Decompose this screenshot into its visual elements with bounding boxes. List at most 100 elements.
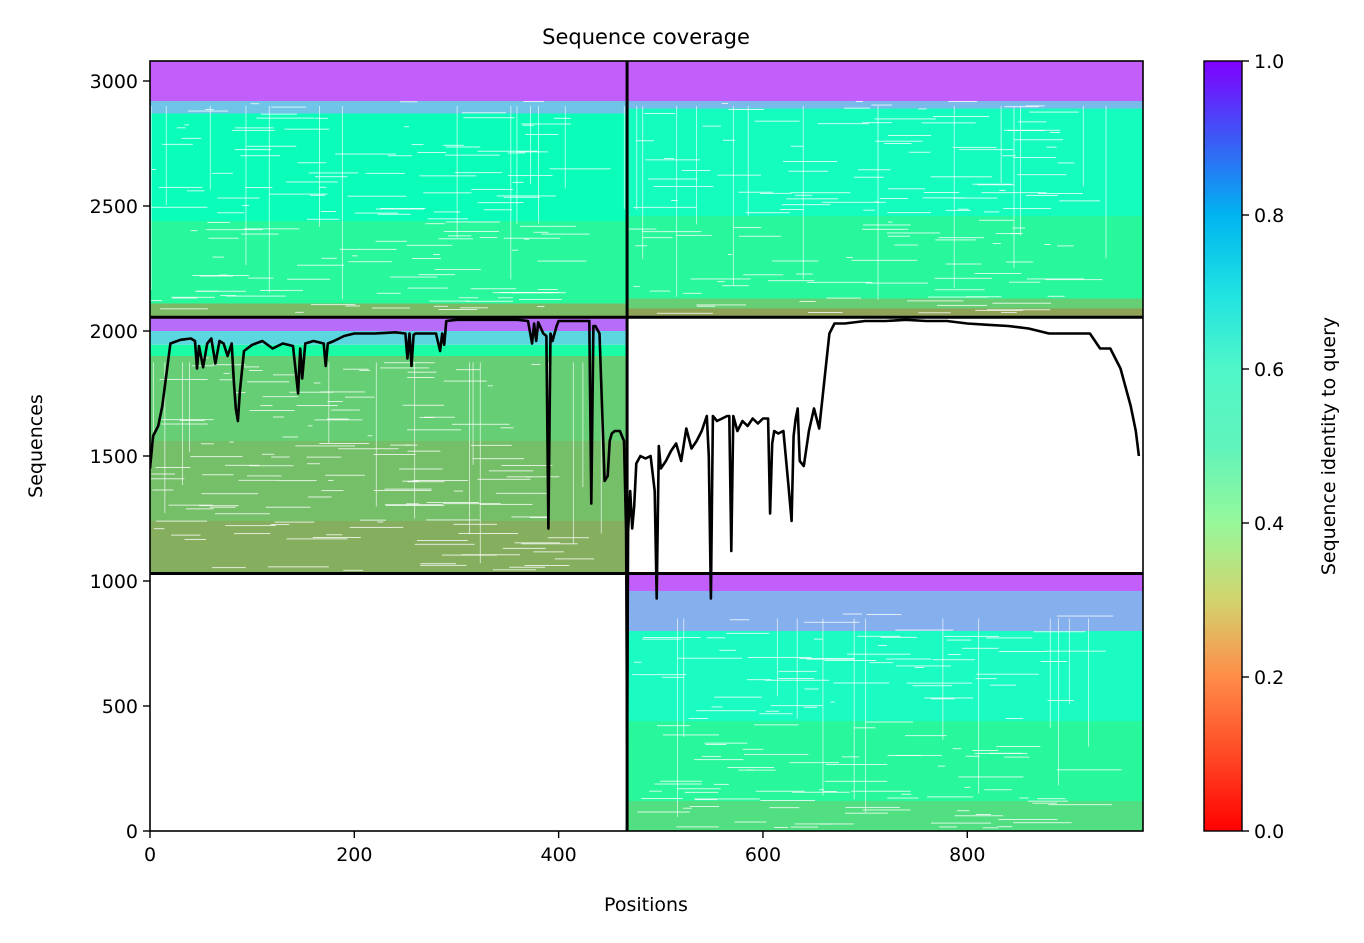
alignment-gap xyxy=(799,657,855,659)
alignment-gap xyxy=(948,101,978,102)
alignment-gap xyxy=(723,139,735,141)
alignment-gap xyxy=(944,635,1000,637)
alignment-gap xyxy=(842,613,862,615)
alignment-gap xyxy=(538,106,540,224)
alignment-gap xyxy=(683,618,685,737)
alignment-gap xyxy=(972,183,1012,185)
alignment-gap xyxy=(249,465,294,467)
alignment-gap xyxy=(978,618,980,794)
alignment-gap xyxy=(247,381,290,383)
alignment-gap xyxy=(445,154,500,156)
alignment-gap xyxy=(151,169,157,170)
alignment-gap xyxy=(600,362,602,534)
alignment-gap xyxy=(647,178,698,180)
alignment-gap xyxy=(541,233,590,235)
alignment-gap xyxy=(790,145,804,147)
alignment-gap xyxy=(229,441,234,443)
alignment-gap xyxy=(998,819,1058,820)
alignment-gap xyxy=(373,490,432,491)
alignment-gap xyxy=(529,517,548,519)
alignment-gap xyxy=(803,706,817,708)
colorbar-tick-label: 0.4 xyxy=(1254,513,1284,535)
alignment-gap xyxy=(259,289,304,291)
alignment-gap xyxy=(423,192,472,194)
alignment-gap xyxy=(1004,756,1030,758)
alignment-gap xyxy=(384,488,432,490)
alignment-gap xyxy=(677,657,743,659)
alignment-gap xyxy=(516,106,518,224)
alignment-gap xyxy=(1013,106,1015,269)
alignment-gap xyxy=(776,618,778,697)
alignment-gap xyxy=(704,742,748,744)
alignment-gap xyxy=(354,212,399,214)
alignment-gap xyxy=(846,653,911,655)
alignment-gap xyxy=(760,800,815,801)
alignment-gap xyxy=(806,658,854,660)
alignment-gap xyxy=(747,656,812,658)
alignment-gap xyxy=(927,296,988,298)
alignment-gap xyxy=(965,755,980,757)
alignment-gap xyxy=(189,362,190,452)
alignment-gap xyxy=(851,259,918,261)
identity-band xyxy=(627,801,1143,831)
alignment-gap xyxy=(377,213,411,215)
alignment-gap xyxy=(879,197,909,199)
alignment-gap xyxy=(407,450,441,452)
alignment-gap xyxy=(273,374,299,376)
alignment-gap xyxy=(265,506,311,508)
y-tick-label: 2000 xyxy=(90,321,138,343)
alignment-gap xyxy=(320,391,365,393)
alignment-gap xyxy=(734,821,767,823)
alignment-gap xyxy=(627,228,657,230)
alignment-gap xyxy=(804,688,819,690)
alignment-gap xyxy=(953,106,955,288)
alignment-gap xyxy=(414,543,475,545)
alignment-gap xyxy=(635,245,648,247)
alignment-gap xyxy=(946,639,972,641)
alignment-gap xyxy=(722,285,749,287)
alignment-gap xyxy=(470,288,517,290)
y-tick-label: 3000 xyxy=(90,71,138,93)
alignment-gap xyxy=(1057,162,1075,164)
alignment-gap xyxy=(434,211,461,213)
alignment-gap xyxy=(958,149,1014,151)
alignment-gap xyxy=(641,798,683,799)
identity-band xyxy=(627,298,1143,309)
identity-band xyxy=(150,521,628,574)
alignment-gap xyxy=(533,551,564,553)
alignment-gap xyxy=(979,219,1014,221)
alignment-gap xyxy=(424,416,455,418)
alignment-gap xyxy=(649,290,671,292)
alignment-gap xyxy=(376,292,401,294)
alignment-gap xyxy=(1056,615,1114,617)
alignment-gap xyxy=(845,256,853,258)
alignment-gap xyxy=(217,212,245,214)
identity-band xyxy=(627,721,1143,801)
alignment-gap xyxy=(479,503,533,505)
alignment-gap xyxy=(1032,802,1057,804)
alignment-gap xyxy=(471,188,513,190)
alignment-gap xyxy=(307,425,313,427)
alignment-gap xyxy=(155,520,208,522)
alignment-gap xyxy=(670,200,678,201)
alignment-gap xyxy=(359,519,386,521)
alignment-gap xyxy=(1049,132,1061,133)
alignment-gap xyxy=(274,521,315,523)
coverage-block xyxy=(150,317,628,574)
alignment-gap xyxy=(197,290,219,292)
alignment-gap xyxy=(208,237,239,239)
alignment-gap xyxy=(905,735,947,737)
identity-band xyxy=(627,308,1143,318)
alignment-gap xyxy=(714,696,762,698)
alignment-gap xyxy=(765,710,780,712)
alignment-gap xyxy=(938,765,946,767)
alignment-gap xyxy=(887,212,931,214)
alignment-gap xyxy=(732,227,762,229)
alignment-gap xyxy=(696,305,716,307)
alignment-gap xyxy=(168,504,213,506)
alignment-gap xyxy=(681,169,711,171)
alignment-gap xyxy=(443,230,500,232)
alignment-gap xyxy=(1033,631,1086,633)
alignment-gap xyxy=(201,493,259,495)
